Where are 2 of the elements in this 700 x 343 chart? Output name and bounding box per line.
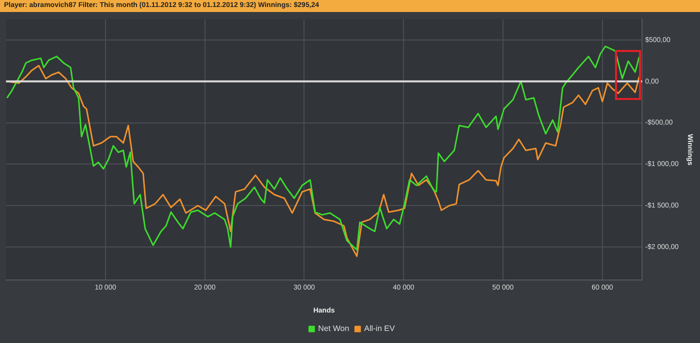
- legend-label: Net Won: [318, 324, 350, 334]
- legend-label: All-in EV: [364, 324, 396, 334]
